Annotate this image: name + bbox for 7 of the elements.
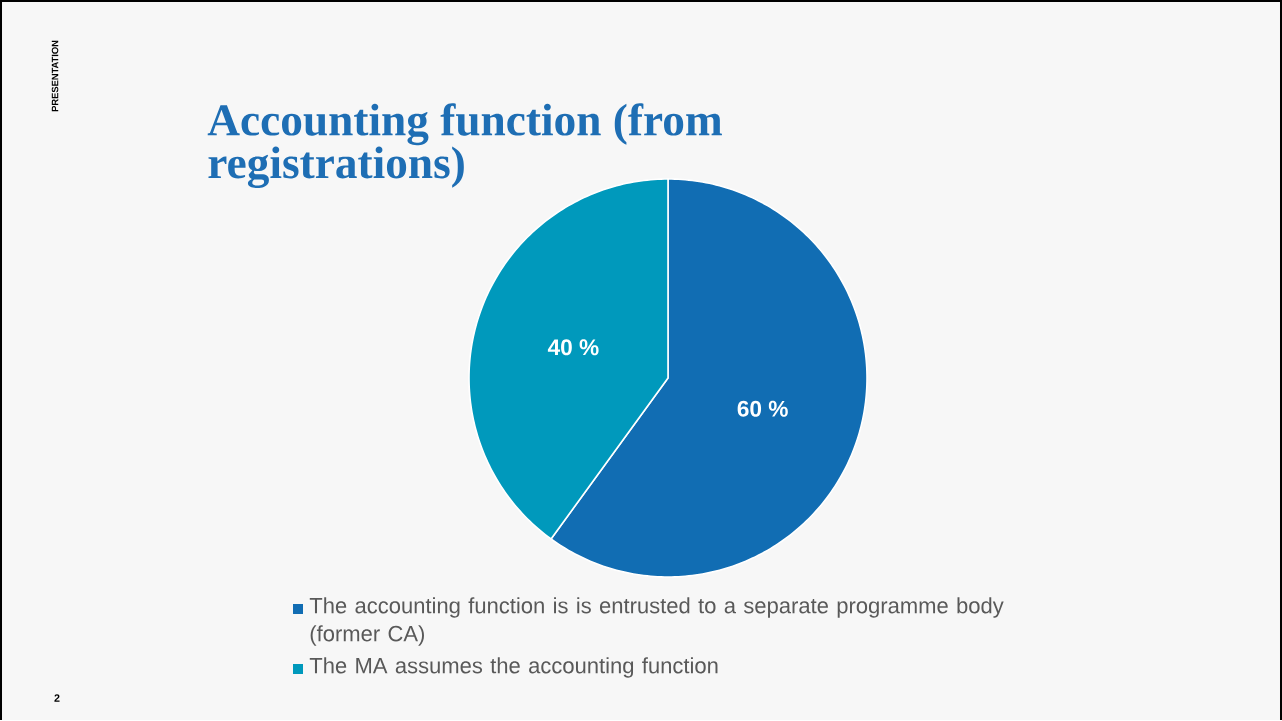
text: PRESENTATION [51, 40, 59, 112]
chart-title: Accounting function (from registrations) [207, 103, 722, 188]
legend-label: The accounting function is is entrusted to a separate programme body (former CA) [309, 597, 1004, 646]
data-label: 40 % [547, 339, 599, 356]
data-label: 60 % [737, 400, 788, 417]
legend-label: The MA assumes the accounting function [309, 657, 718, 678]
text: 2 [54, 694, 60, 702]
